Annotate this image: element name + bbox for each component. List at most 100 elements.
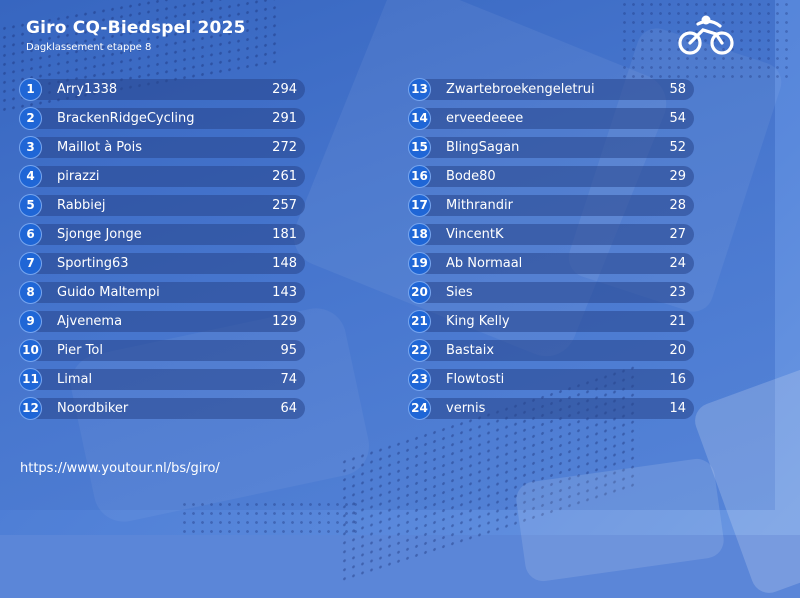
player-score: 21 [669,314,686,329]
player-score: 129 [272,314,297,329]
player-score: 95 [280,343,297,358]
rank-badge: 6 [19,223,42,246]
player-score: 24 [669,256,686,271]
player-score: 181 [272,227,297,242]
rank-badge: 15 [408,136,431,159]
player-score: 272 [272,140,297,155]
page-subtitle: Dagklassement etappe 8 [26,42,152,53]
row-bar [416,137,694,158]
player-score: 14 [669,401,686,416]
row-bar [27,253,305,274]
standing-row: 7 Sporting63 148 [19,252,305,275]
row-bar [27,166,305,187]
decor-dots [180,500,360,535]
rank-badge: 24 [408,397,431,420]
standing-row: 17 Mithrandir 28 [408,194,694,217]
row-bar [416,224,694,245]
standing-row: 12 Noordbiker 64 [19,397,305,420]
row-bar [416,311,694,332]
player-name: Sporting63 [57,256,129,271]
standing-row: 16 Bode80 29 [408,165,694,188]
rank-badge: 11 [19,368,42,391]
rank-badge: 19 [408,252,431,275]
standing-row: 5 Rabbiej 257 [19,194,305,217]
rank-badge: 4 [19,165,42,188]
player-score: 64 [280,401,297,416]
player-name: Flowtosti [446,372,505,387]
standing-row: 2 BrackenRidgeCycling 291 [19,107,305,130]
row-bar [416,398,694,419]
rank-badge: 12 [19,397,42,420]
row-bar [27,311,305,332]
standing-row: 24 vernis 14 [408,397,694,420]
row-bar [416,282,694,303]
standing-row: 11 Limal 74 [19,368,305,391]
player-name: Sjonge Jonge [57,227,142,242]
rank-badge: 3 [19,136,42,159]
player-score: 29 [669,169,686,184]
rank-badge: 14 [408,107,431,130]
rank-badge: 18 [408,223,431,246]
player-score: 58 [669,82,686,97]
standing-row: 20 Sies 23 [408,281,694,304]
row-bar [416,166,694,187]
standings-left-column: 1 Arry1338 294 2 BrackenRidgeCycling 291 3 Mail… [19,78,305,426]
row-bar [27,137,305,158]
decor-dots [620,0,790,80]
row-bar [27,224,305,245]
player-name: Bode80 [446,169,496,184]
row-bar [416,79,694,100]
cyclist-logo-icon [678,15,734,55]
player-score: 52 [669,140,686,155]
standing-row: 23 Flowtosti 16 [408,368,694,391]
rank-badge: 10 [19,339,42,362]
player-name: Mithrandir [446,198,513,213]
player-name: Zwartebroekengeletrui [446,82,595,97]
standing-row: 13 Zwartebroekengeletrui 58 [408,78,694,101]
player-name: Arry1338 [57,82,118,97]
player-score: 257 [272,198,297,213]
row-bar [27,369,305,390]
row-bar [416,253,694,274]
rank-badge: 1 [19,78,42,101]
player-name: King Kelly [446,314,510,329]
player-name: vernis [446,401,486,416]
player-name: Ajvenema [57,314,123,329]
player-score: 23 [669,285,686,300]
player-name: Noordbiker [57,401,129,416]
player-name: Guido Maltempi [57,285,160,300]
player-name: Sies [446,285,473,300]
standing-row: 1 Arry1338 294 [19,78,305,101]
player-name: pirazzi [57,169,100,184]
standing-row: 21 King Kelly 21 [408,310,694,333]
rank-badge: 22 [408,339,431,362]
row-bar [27,195,305,216]
player-score: 27 [669,227,686,242]
rank-badge: 21 [408,310,431,333]
row-bar [27,398,305,419]
rank-badge: 8 [19,281,42,304]
player-name: Limal [57,372,93,387]
standing-row: 15 BlingSagan 52 [408,136,694,159]
player-score: 28 [669,198,686,213]
standing-row: 8 Guido Maltempi 143 [19,281,305,304]
rank-badge: 17 [408,194,431,217]
player-name: Pier Tol [57,343,103,358]
player-score: 54 [669,111,686,126]
player-score: 294 [272,82,297,97]
player-score: 20 [669,343,686,358]
player-score: 261 [272,169,297,184]
row-bar [27,79,305,100]
footer-url: https://www.youtour.nl/bs/giro/ [20,461,220,476]
rank-badge: 13 [408,78,431,101]
player-name: Maillot à Pois [57,140,143,155]
standing-row: 3 Maillot à Pois 272 [19,136,305,159]
standing-row: 9 Ajvenema 129 [19,310,305,333]
player-name: BrackenRidgeCycling [57,111,195,126]
player-name: Ab Normaal [446,256,523,271]
standing-row: 19 Ab Normaal 24 [408,252,694,275]
player-name: VincentK [446,227,504,242]
row-bar [416,340,694,361]
standing-row: 18 VincentK 27 [408,223,694,246]
standing-row: 22 Bastaix 20 [408,339,694,362]
